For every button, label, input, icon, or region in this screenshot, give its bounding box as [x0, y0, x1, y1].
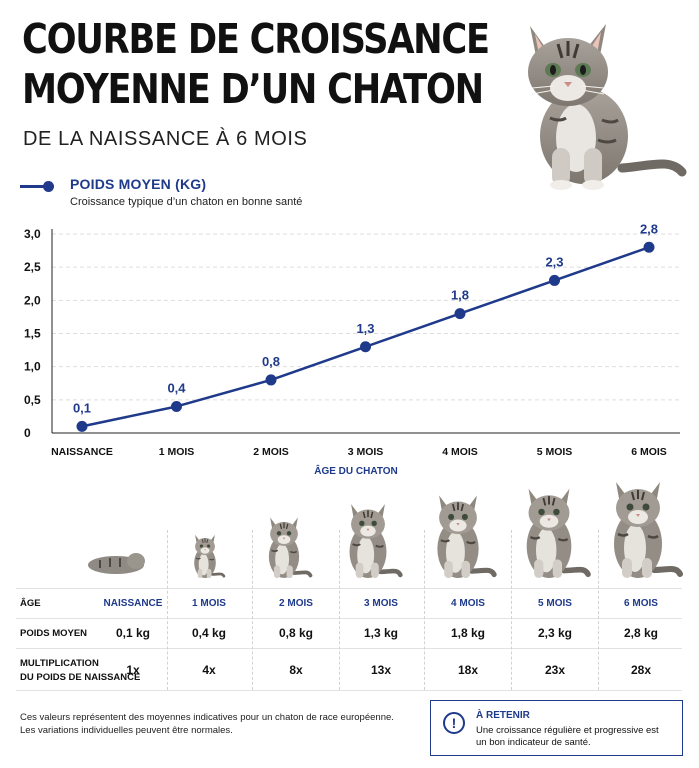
- weight-cell: 0,1 kg: [115, 626, 151, 640]
- kitten-3-months-image: [349, 504, 403, 578]
- weight-cell: 1,8 kg: [450, 626, 486, 640]
- x-tick-label: 4 MOIS: [442, 446, 478, 458]
- kitten-6-months-image: [614, 482, 683, 578]
- data-point: [360, 341, 371, 353]
- data-label: 2,8: [640, 221, 658, 236]
- table-divider: [16, 648, 682, 649]
- multiplier-cell: 13x: [370, 662, 392, 677]
- age-cell: 3 MOIS: [364, 598, 398, 609]
- age-cell: 2 MOIS: [279, 598, 313, 609]
- data-label: 0,1: [73, 400, 91, 415]
- footer-note-line-2: Les variations individuelles peuvent êtr…: [20, 725, 233, 736]
- title-line-2: MOYENNE D’UN CHATON: [22, 65, 484, 113]
- footer-note: Ces valeurs représentent des moyennes in…: [20, 711, 394, 737]
- x-axis-title: ÂGE DU CHATON: [314, 464, 398, 477]
- x-tick-label: 6 MOIS: [631, 446, 667, 458]
- multiplier-cell: 1x: [126, 662, 140, 677]
- data-point: [76, 420, 88, 432]
- column-divider: [511, 530, 512, 690]
- legend-line-marker: [20, 185, 52, 188]
- weight-cell: 2,8 kg: [623, 626, 659, 640]
- x-tick-label: NAISSANCE: [51, 446, 113, 458]
- y-tick-label: 3,0: [24, 227, 41, 241]
- kitten-growth-illustrations: [88, 482, 683, 578]
- age-cell: 5 MOIS: [538, 598, 572, 609]
- column-divider: [424, 530, 425, 690]
- multiplier-cell: 8x: [289, 662, 303, 677]
- title-line-1: COURBE DE CROISSANCE: [22, 15, 490, 63]
- data-point: [643, 241, 655, 253]
- footer-note-line-1: Ces valeurs représentent des moyennes in…: [20, 712, 394, 723]
- data-point: [454, 308, 466, 320]
- multiplier-cell: 28x: [630, 662, 652, 677]
- kitten-4-months-image: [437, 495, 497, 578]
- weight-cell: 2,3 kg: [537, 626, 573, 640]
- legend-description: Croissance typique d’un chaton en bonne …: [70, 196, 303, 208]
- table-divider: [16, 618, 682, 619]
- x-tick-label: 5 MOIS: [537, 446, 573, 458]
- data-point: [549, 274, 560, 286]
- column-divider: [339, 530, 340, 690]
- page-subtitle: DE LA NAISSANCE À 6 MOIS: [23, 128, 308, 150]
- x-tick-label: 1 MOIS: [159, 446, 195, 458]
- row-label-multiplication: MULTIPLICATION: [20, 658, 99, 669]
- row-label-age: ÂGE: [20, 598, 41, 609]
- weight-cell: 0,8 kg: [278, 626, 314, 640]
- callout-title: À RETENIR: [476, 710, 530, 721]
- table-divider: [16, 690, 682, 691]
- multiplier-cell: 18x: [457, 662, 479, 677]
- callout-text-line-1: Une croissance régulière et progressive …: [476, 725, 659, 736]
- multiplier-cell: 4x: [202, 662, 216, 677]
- data-label: 0,4: [167, 380, 186, 395]
- weight-cell: 0,4 kg: [191, 626, 227, 640]
- y-tick-label: 0,5: [24, 393, 41, 407]
- column-divider: [167, 530, 168, 690]
- age-cell: 6 MOIS: [624, 598, 658, 609]
- callout-text: Une croissance régulière et progressive …: [476, 725, 659, 749]
- growth-line-chart: 0 0,5 1,0 1,5 2,0 2,5 3,0 NAISSANCE 1 MOIS 2 MOIS…: [24, 221, 680, 477]
- weight-cell: 1,3 kg: [363, 626, 399, 640]
- data-label: 0,8: [262, 354, 280, 369]
- y-tick-label: 1,0: [24, 360, 41, 374]
- kitten-5-months-image: [526, 488, 591, 578]
- row-label-multiplication-sub: DU POIDS DE NAISSANCE: [20, 672, 141, 683]
- kitten-1-month-image: [194, 534, 226, 578]
- column-divider: [252, 530, 253, 690]
- data-point: [171, 400, 182, 412]
- multiplier-cell: 23x: [544, 662, 566, 677]
- newborn-kitten-lying-image: [88, 553, 145, 574]
- y-tick-label: 0: [24, 426, 31, 440]
- page-title: COURBE DE CROISSANCE MOYENNE D’UN CHATON: [22, 14, 490, 114]
- callout-text-line-2: un bon indicateur de santé.: [476, 737, 591, 748]
- age-cell: NAISSANCE: [103, 598, 163, 609]
- data-label: 1,3: [356, 321, 374, 336]
- exclamation-icon: !: [443, 712, 465, 734]
- y-tick-label: 1,5: [24, 327, 41, 341]
- age-cell: 4 MOIS: [451, 598, 485, 609]
- data-label: 1,8: [451, 288, 469, 303]
- table-divider: [16, 588, 682, 589]
- x-tick-label: 3 MOIS: [348, 446, 384, 458]
- callout-box: ! À RETENIR Une croissance régulière et …: [430, 700, 683, 756]
- x-tick-label: 2 MOIS: [253, 446, 289, 458]
- y-tick-label: 2,5: [24, 260, 41, 274]
- legend-dot-marker: [43, 181, 54, 192]
- column-divider: [598, 530, 599, 690]
- kitten-2-months-image: [268, 517, 313, 578]
- data-point: [265, 374, 277, 386]
- hero-kitten-image: [528, 24, 687, 190]
- chart-legend: POIDS MOYEN (KG) Croissance typique d’un…: [20, 176, 440, 216]
- y-tick-label: 2,0: [24, 293, 41, 307]
- age-cell: 1 MOIS: [192, 598, 226, 609]
- row-label-weight: POIDS MOYEN: [20, 628, 88, 639]
- legend-series-name: POIDS MOYEN (KG): [70, 176, 207, 192]
- data-label: 2,3: [545, 254, 563, 269]
